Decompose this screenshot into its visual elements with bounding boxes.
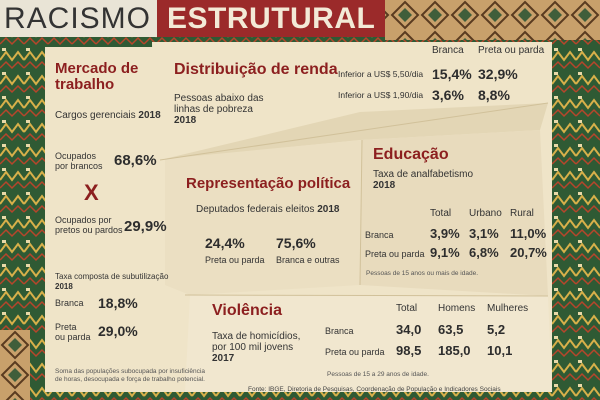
violencia-col-homens: Homens — [438, 303, 476, 314]
preta-taxa-value: 29,0% — [98, 323, 138, 339]
brancos-value: 68,6% — [114, 152, 157, 169]
violencia-row1-label: Branca — [325, 326, 354, 336]
violencia-row2-homens: 185,0 — [438, 343, 471, 358]
mercado-note: Soma das populações subocupada por insuf… — [55, 368, 205, 384]
representacao-l2: Branca e outras — [276, 255, 340, 265]
representacao-year: 2018 — [317, 204, 340, 215]
pretos-block: Ocupados por pretos ou pardos — [55, 215, 123, 235]
preta-l2: ou parda — [55, 332, 91, 342]
preta-taxa-label: Preta ou parda — [55, 322, 91, 342]
representacao-v1: 24,4% — [205, 235, 245, 251]
taxa-block: Taxa composta de subutilização 2018 — [55, 272, 168, 292]
violencia-row1-homens: 63,5 — [438, 322, 464, 337]
educacao-row1-rural: 11,0% — [510, 226, 547, 241]
renda-row2-label: Inferior a US$ 1,90/dia — [338, 90, 424, 100]
violencia-row2-label: Preta ou parda — [325, 347, 385, 357]
renda-row1-label: Inferior a US$ 5,50/dia — [338, 69, 424, 79]
representacao-desc: Deputados federais eleitos 2018 — [196, 204, 339, 215]
violencia-row2-total: 98,5 — [396, 343, 422, 358]
pretos-l1: Ocupados por — [55, 215, 112, 225]
preta-l1: Preta — [55, 322, 77, 332]
violencia-title: Violência — [212, 302, 282, 319]
violencia-col-mulheres: Mulheres — [487, 303, 529, 314]
renda-col2: Preta ou parda — [478, 45, 545, 56]
fonte-note: Fonte: IBGE, Diretoria de Pesquisas, Coo… — [248, 386, 501, 393]
violencia-desc-l1: Taxa de homicídios, — [212, 331, 301, 342]
brancos-block: Ocupados por brancos — [55, 151, 103, 171]
educacao-row2-label: Preta ou parda — [365, 249, 425, 259]
x-mark: X — [84, 180, 99, 205]
title-part1: RACISMO — [0, 0, 158, 37]
renda-row2-v1: 3,6% — [432, 87, 464, 103]
educacao-title: Educação — [373, 146, 449, 163]
renda-row2-v2: 8,8% — [478, 87, 510, 103]
violencia-year: 2017 — [212, 353, 235, 364]
title-part2: ESTRUTURAL — [157, 0, 386, 37]
renda-title: Distribuição de renda — [174, 61, 338, 78]
educacao-year: 2018 — [373, 180, 396, 191]
educacao-note: Pessoas de 15 anos ou mais de idade. — [366, 270, 479, 277]
mercado-title-1: Mercado de — [55, 60, 139, 77]
taxa-label: Taxa composta de subutilização — [55, 272, 169, 281]
branca-taxa-label: Branca — [55, 298, 84, 308]
violencia-note: Pessoas de 15 a 29 anos de idade. — [327, 371, 429, 378]
mercado-title-block: Mercado de trabalho — [55, 61, 138, 93]
representacao-l1: Preta ou parda — [205, 255, 265, 265]
educacao-col-rural: Rural — [510, 208, 534, 219]
representacao-title: Representação política — [186, 175, 351, 192]
renda-desc: Pessoas abaixo das linhas de pobreza 201… — [174, 93, 264, 126]
cargos-text-main: Cargos gerenciais — [55, 110, 136, 121]
educacao-col-urbano: Urbano — [469, 208, 502, 219]
violencia-desc-l2: por 100 mil jovens — [212, 342, 294, 353]
violencia-col-total: Total — [396, 303, 418, 314]
violencia-desc: Taxa de homicídios, por 100 mil jovens 2… — [212, 331, 300, 364]
title-bar: RACISMO ESTRUTURAL — [0, 0, 386, 37]
brancos-l2: por brancos — [55, 161, 103, 171]
renda-year: 2018 — [174, 115, 197, 126]
violencia-row2-mulheres: 10,1 — [487, 343, 513, 358]
branca-taxa-value: 18,8% — [98, 295, 138, 311]
renda-col1: Branca — [432, 45, 464, 56]
mercado-title-2: trabalho — [55, 76, 115, 93]
educacao-row1-label: Branca — [365, 230, 394, 240]
educacao-row1-urbano: 3,1% — [469, 226, 499, 241]
cargos-year-main: 2018 — [138, 110, 161, 121]
educacao-row2-urbano: 6,8% — [469, 245, 499, 260]
renda-desc-l1: Pessoas abaixo das — [174, 93, 264, 104]
educacao-row1-total: 3,9% — [430, 226, 460, 241]
pretos-l2: pretos ou pardos — [55, 225, 123, 235]
representacao-v2: 75,6% — [276, 235, 316, 251]
educacao-desc: Taxa de analfabetismo 2018 — [373, 169, 473, 191]
taxa-year: 2018 — [55, 282, 73, 291]
renda-row1-v1: 15,4% — [432, 66, 472, 82]
cargos-block: Cargos gerenciais 2018 — [55, 110, 161, 121]
educacao-row2-rural: 20,7% — [510, 245, 547, 260]
brancos-l1: Ocupados — [55, 151, 97, 161]
renda-desc-l2: linhas de pobreza — [174, 104, 253, 115]
violencia-row1-mulheres: 5,2 — [487, 322, 506, 337]
educacao-desc-text: Taxa de analfabetismo — [373, 169, 474, 180]
pretos-value: 29,9% — [124, 218, 167, 235]
representacao-desc-text: Deputados federais eleitos — [196, 204, 315, 215]
renda-row1-v2: 32,9% — [478, 66, 518, 82]
educacao-col-total: Total — [430, 208, 452, 219]
educacao-row2-total: 9,1% — [430, 245, 460, 260]
violencia-row1-total: 34,0 — [396, 322, 422, 337]
note-l1: Soma das populações subocupada por insuf… — [55, 368, 205, 375]
note-l2: de horas, desocupada e força de trabalho… — [55, 376, 205, 383]
